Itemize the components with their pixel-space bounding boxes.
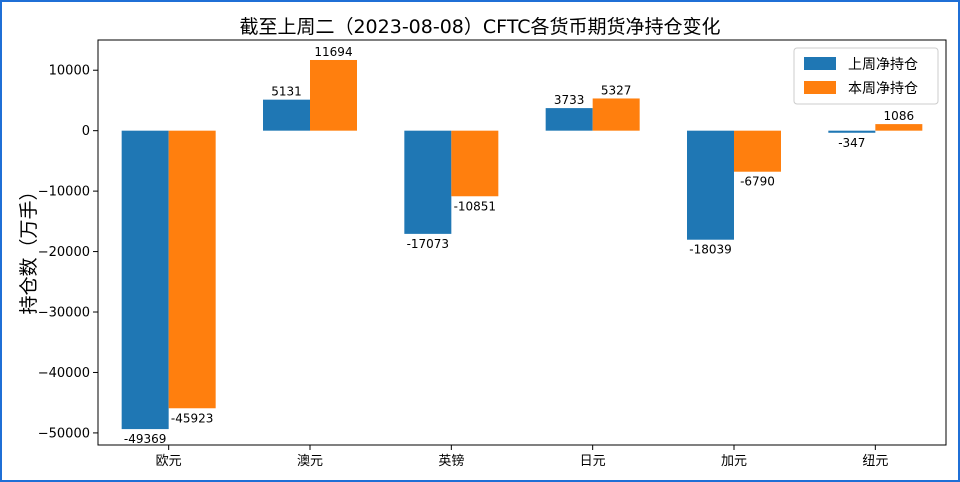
data-label: 11694: [314, 45, 352, 59]
bar-last-week: [263, 99, 310, 131]
y-axis-label-group: 持仓数（万手）: [18, 181, 40, 314]
bar-this-week: [592, 98, 640, 131]
bar-last-week: [121, 130, 169, 430]
bar-last-week: [828, 130, 876, 133]
y-tick-label: −10000: [38, 185, 90, 200]
data-label: -347: [838, 136, 865, 150]
x-tick-label: 澳元: [297, 453, 323, 469]
data-label: -6790: [740, 175, 775, 189]
bar-last-week: [687, 130, 734, 240]
bar-this-week: [168, 130, 216, 409]
bar-this-week: [875, 124, 923, 131]
data-labels: -49369 5131 -17073 3733 -18039 -347 -45923 1169…: [124, 45, 914, 446]
data-label: 3733: [554, 93, 585, 107]
legend-swatch: [804, 81, 836, 94]
y-tick-label: −20000: [38, 245, 90, 260]
data-label: 5327: [601, 83, 632, 97]
data-label: 5131: [271, 85, 302, 99]
data-label: -45923: [171, 411, 214, 425]
data-label: -18039: [689, 243, 732, 257]
y-axis: 10000 0 −10000 −20000 −30000 −40000 −50000: [38, 64, 98, 441]
data-label: 1086: [884, 109, 915, 123]
y-tick-label: −50000: [38, 426, 90, 441]
legend-swatch: [804, 57, 836, 70]
x-tick-label: 加元: [721, 454, 747, 469]
y-tick-label: 10000: [49, 64, 90, 79]
data-label: -49369: [124, 432, 167, 446]
bars: [121, 59, 923, 430]
y-tick-label: −30000: [38, 306, 90, 321]
data-label: -17073: [407, 237, 450, 251]
y-axis-label: 持仓数（万手）: [18, 181, 40, 314]
bar-this-week: [734, 130, 781, 172]
bar-last-week: [545, 108, 593, 131]
x-tick-label: 日元: [580, 454, 606, 469]
bar-this-week: [310, 59, 357, 131]
x-tick-label: 欧元: [156, 454, 182, 469]
y-tick-label: 0: [82, 124, 90, 139]
x-tick-label: 英镑: [438, 453, 464, 469]
y-tick-label: −40000: [38, 366, 90, 381]
data-label: -10851: [454, 199, 497, 213]
legend-label: 本周净持仓: [848, 81, 918, 97]
bar-this-week: [451, 130, 499, 197]
bar-last-week: [404, 130, 452, 234]
x-tick-label: 纽元: [862, 454, 888, 469]
chart-title: 截至上周二（2023-08-08）CFTC各货币期货净持仓变化: [239, 16, 720, 38]
legend-label: 上周净持仓: [848, 57, 918, 73]
x-axis: 欧元 澳元 英镑 日元 加元 纽元: [156, 445, 888, 469]
plot-area: [97, 39, 947, 446]
